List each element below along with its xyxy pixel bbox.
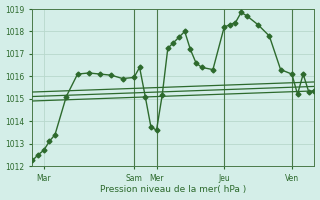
X-axis label: Pression niveau de la mer( hPa ): Pression niveau de la mer( hPa )	[100, 185, 247, 194]
